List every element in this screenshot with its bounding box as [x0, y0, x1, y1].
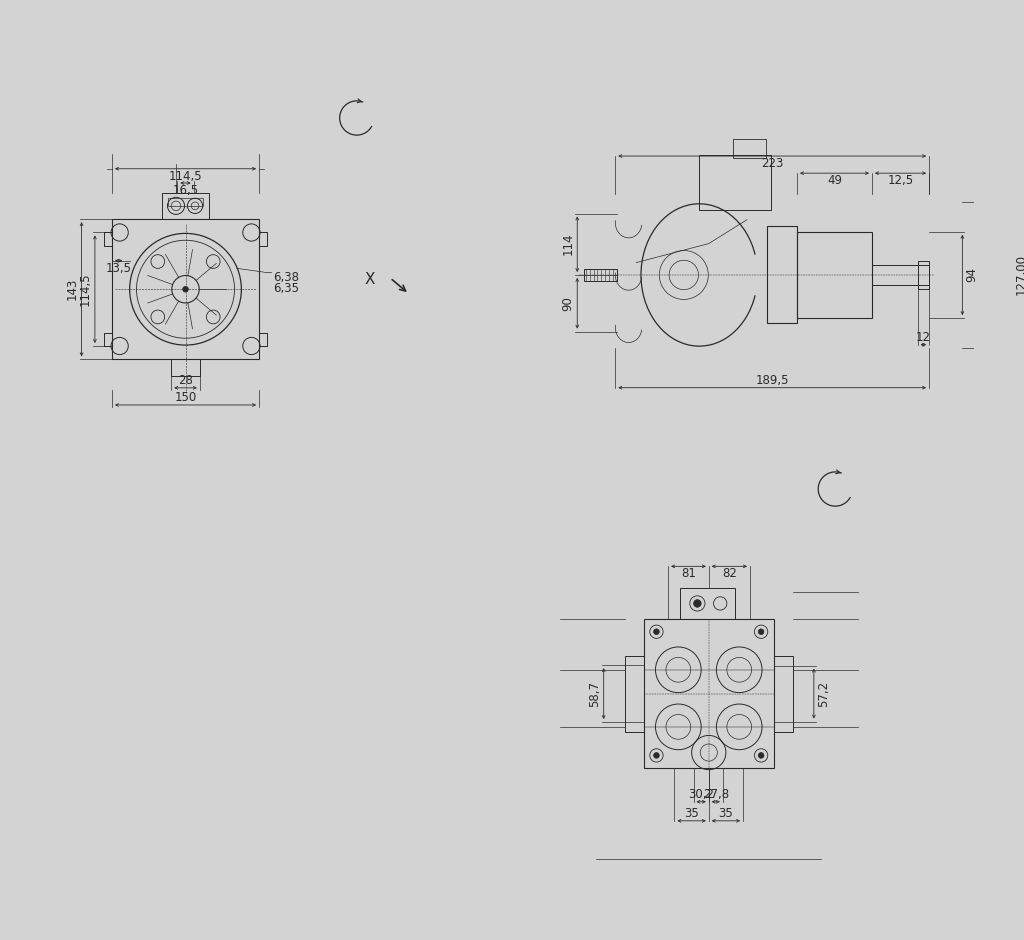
Text: 189,5: 189,5	[756, 373, 788, 386]
Text: 82: 82	[722, 568, 737, 580]
Bar	[625, 655, 644, 731]
Text: 12,5: 12,5	[888, 174, 913, 187]
Text: 16,5: 16,5	[172, 184, 199, 197]
Text: 35: 35	[719, 807, 733, 820]
Bar	[767, 227, 797, 323]
Bar	[168, 198, 203, 206]
Text: 143: 143	[66, 278, 79, 301]
Bar	[774, 655, 793, 731]
Text: 127,00: 127,00	[1015, 255, 1024, 295]
Circle shape	[693, 600, 701, 607]
Text: 114: 114	[561, 233, 574, 256]
Text: 114,5: 114,5	[169, 170, 203, 183]
Circle shape	[653, 629, 659, 634]
Text: 30,2: 30,2	[688, 788, 714, 801]
Text: 6,35: 6,35	[273, 282, 299, 295]
Text: 94: 94	[966, 268, 978, 282]
Text: 35: 35	[684, 807, 699, 820]
Text: 12: 12	[915, 331, 931, 344]
Text: X: X	[365, 273, 375, 288]
Bar	[699, 155, 771, 211]
Text: 57,2: 57,2	[817, 681, 829, 707]
Text: 90: 90	[561, 296, 574, 311]
Circle shape	[758, 629, 764, 634]
Text: 114,5: 114,5	[79, 273, 92, 306]
Text: 28: 28	[178, 374, 193, 386]
Text: 81: 81	[681, 568, 696, 580]
Bar	[918, 260, 929, 290]
Text: 27,8: 27,8	[702, 788, 729, 801]
Bar	[644, 619, 774, 769]
Text: 58,7: 58,7	[588, 681, 601, 707]
Bar	[797, 232, 872, 318]
Circle shape	[653, 753, 659, 759]
Bar	[162, 193, 209, 219]
Text: 150: 150	[174, 391, 197, 404]
Bar	[112, 219, 259, 359]
Bar	[680, 588, 735, 619]
Bar	[171, 359, 200, 376]
Bar	[584, 269, 617, 281]
Bar	[872, 264, 929, 286]
Text: 6,38: 6,38	[273, 272, 299, 284]
Text: 13,5: 13,5	[105, 262, 132, 274]
Circle shape	[758, 753, 764, 759]
Circle shape	[182, 287, 188, 292]
Bar	[732, 139, 766, 158]
Text: 49: 49	[827, 174, 842, 187]
Text: 223: 223	[761, 157, 783, 170]
